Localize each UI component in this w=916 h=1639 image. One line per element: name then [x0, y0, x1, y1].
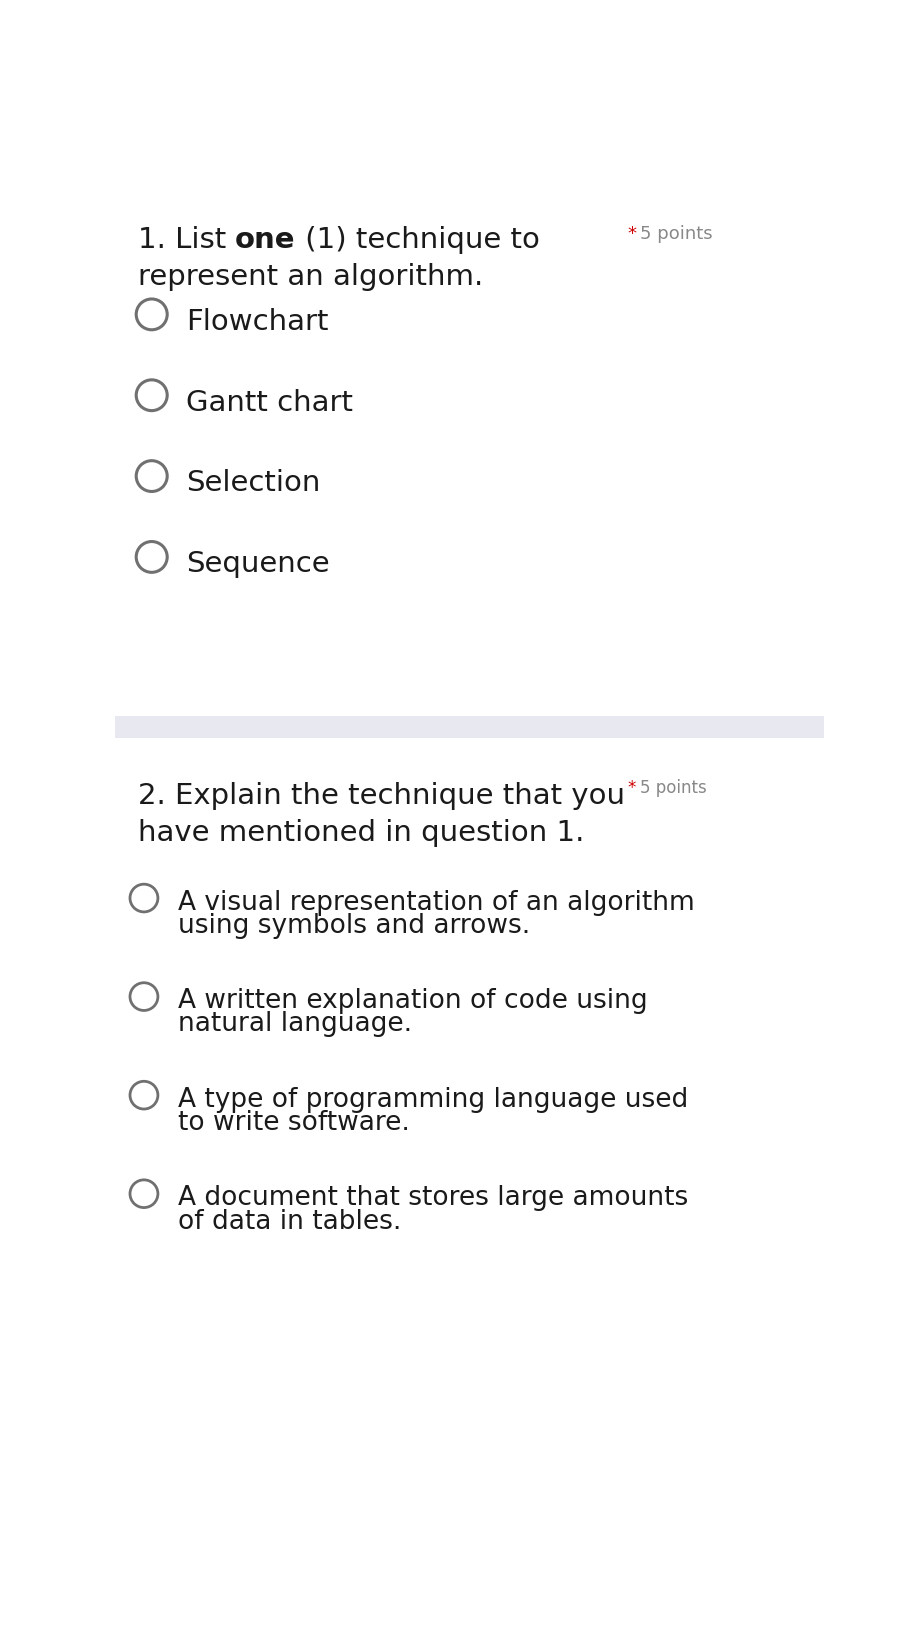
- Text: (1) technique to: (1) technique to: [296, 226, 540, 254]
- Text: 2. Explain the technique that you: 2. Explain the technique that you: [137, 782, 625, 810]
- Text: natural language.: natural language.: [178, 1011, 412, 1037]
- Text: 5 points: 5 points: [640, 225, 713, 243]
- Text: A type of programming language used: A type of programming language used: [178, 1087, 688, 1113]
- Text: Selection: Selection: [186, 469, 321, 497]
- Text: of data in tables.: of data in tables.: [178, 1208, 401, 1234]
- Text: represent an algorithm.: represent an algorithm.: [137, 262, 483, 290]
- Text: 1. List: 1. List: [137, 226, 235, 254]
- Text: A written explanation of code using: A written explanation of code using: [178, 988, 648, 1015]
- Text: A visual representation of an algorithm: A visual representation of an algorithm: [178, 890, 695, 915]
- Text: using symbols and arrows.: using symbols and arrows.: [178, 913, 530, 938]
- Text: Flowchart: Flowchart: [186, 308, 328, 336]
- Text: one: one: [235, 226, 296, 254]
- Text: Sequence: Sequence: [186, 551, 330, 579]
- Text: *: *: [627, 225, 642, 243]
- Text: have mentioned in question 1.: have mentioned in question 1.: [137, 818, 584, 846]
- Text: *: *: [627, 779, 641, 797]
- FancyBboxPatch shape: [114, 716, 824, 739]
- Text: Gantt chart: Gantt chart: [186, 388, 353, 416]
- Text: 5 points: 5 points: [640, 779, 707, 797]
- Text: A document that stores large amounts: A document that stores large amounts: [178, 1185, 688, 1211]
- Text: to write software.: to write software.: [178, 1110, 410, 1136]
